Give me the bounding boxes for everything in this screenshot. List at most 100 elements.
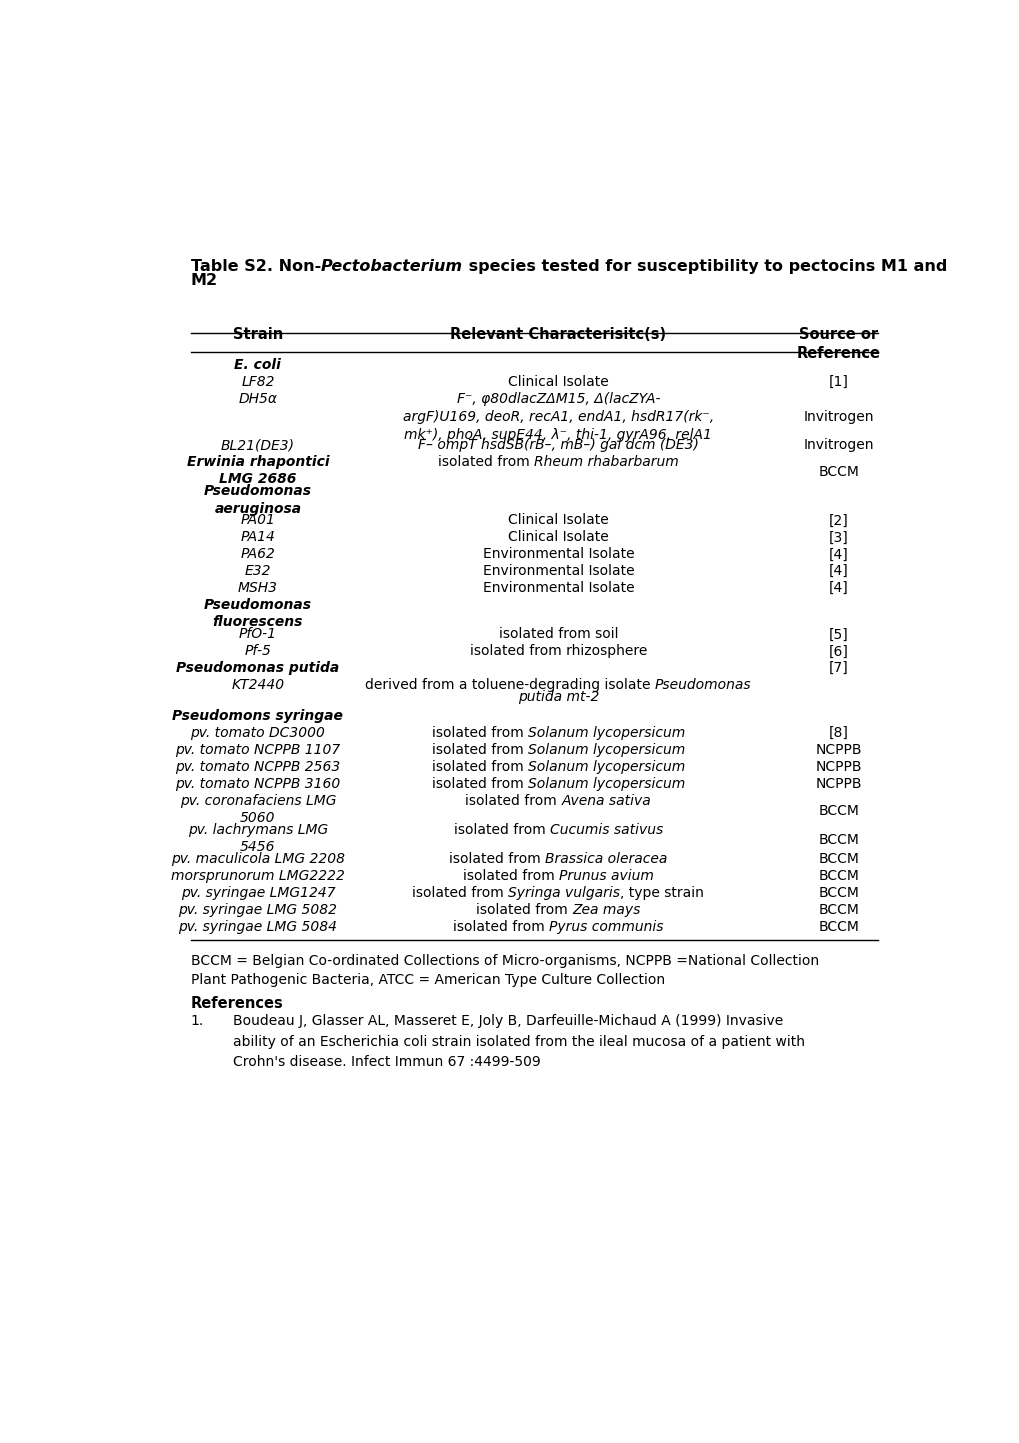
Text: BCCM: BCCM [817, 869, 859, 883]
Text: BCCM: BCCM [817, 833, 859, 847]
Text: PfO-1: PfO-1 [238, 628, 277, 642]
Text: Pseudomonas: Pseudomonas [654, 678, 751, 693]
Text: NCPPB: NCPPB [815, 743, 861, 758]
Text: Erwinia rhapontici
LMG 2686: Erwinia rhapontici LMG 2686 [186, 455, 329, 486]
Text: Solanum lycopersicum: Solanum lycopersicum [527, 743, 685, 758]
Text: [7]: [7] [828, 661, 848, 675]
Text: isolated from: isolated from [453, 823, 549, 837]
Text: Pseudomonas putida: Pseudomonas putida [176, 661, 339, 675]
Text: pv. tomato NCPPB 2563: pv. tomato NCPPB 2563 [175, 760, 340, 773]
Text: Rheum rhabarbarum: Rheum rhabarbarum [534, 455, 678, 469]
Text: isolated from: isolated from [463, 869, 558, 883]
Text: E. coli: E. coli [234, 358, 281, 372]
Text: 1.: 1. [191, 1014, 204, 1027]
Text: Table S2. Non-: Table S2. Non- [191, 260, 321, 274]
Text: pv. lachrymans LMG
5456: pv. lachrymans LMG 5456 [187, 823, 328, 854]
Text: Environmental Isolate: Environmental Isolate [482, 564, 634, 579]
Text: F⁻, φ80dlacZΔM15, Δ(lacZYA-
argF)U169, deoR, recA1, endA1, hsdR17(rk⁻,
mk⁺), pho: F⁻, φ80dlacZΔM15, Δ(lacZYA- argF)U169, d… [403, 392, 713, 442]
Text: [6]: [6] [828, 645, 848, 658]
Text: LF82: LF82 [240, 375, 274, 390]
Text: NCPPB: NCPPB [815, 760, 861, 773]
Text: morsprunorum LMG2222: morsprunorum LMG2222 [171, 869, 344, 883]
Text: Zea mays: Zea mays [572, 903, 640, 918]
Text: Solanum lycopersicum: Solanum lycopersicum [527, 760, 685, 773]
Text: PA01: PA01 [240, 514, 275, 528]
Text: species tested for susceptibility to pectocins M1 and: species tested for susceptibility to pec… [463, 260, 947, 274]
Text: MSH3: MSH3 [237, 582, 277, 596]
Text: isolated from rhizosphere: isolated from rhizosphere [469, 645, 646, 658]
Text: Solanum lycopersicum: Solanum lycopersicum [527, 726, 685, 740]
Text: isolated from soil: isolated from soil [498, 628, 618, 642]
Text: isolated from: isolated from [437, 455, 534, 469]
Text: isolated from: isolated from [431, 760, 527, 773]
Text: Pseudomons syringae: Pseudomons syringae [172, 709, 343, 723]
Text: [8]: [8] [828, 726, 848, 740]
Text: Brassica oleracea: Brassica oleracea [545, 853, 666, 866]
Text: Cucumis sativus: Cucumis sativus [549, 823, 662, 837]
Text: DH5α: DH5α [238, 392, 277, 405]
Text: Invitrogen: Invitrogen [803, 439, 873, 452]
Text: Syringa vulgaris: Syringa vulgaris [507, 886, 620, 900]
Text: F– ompT hsdSB(rB–, mB–) gal dcm (DE3): F– ompT hsdSB(rB–, mB–) gal dcm (DE3) [418, 439, 698, 452]
Text: isolated from: isolated from [431, 726, 527, 740]
Text: [5]: [5] [828, 628, 848, 642]
Text: isolated from: isolated from [448, 853, 545, 866]
Text: [4]: [4] [828, 582, 848, 596]
Text: Clinical Isolate: Clinical Isolate [507, 375, 608, 390]
Text: [4]: [4] [828, 564, 848, 579]
Text: References: References [191, 996, 283, 1012]
Text: Environmental Isolate: Environmental Isolate [482, 547, 634, 561]
Text: Pseudomonas
fluorescens: Pseudomonas fluorescens [204, 599, 312, 629]
Text: pv. maculicola LMG 2208: pv. maculicola LMG 2208 [171, 853, 344, 866]
Text: isolated from: isolated from [452, 921, 548, 934]
Text: PA14: PA14 [240, 531, 275, 544]
Text: Solanum lycopersicum: Solanum lycopersicum [527, 776, 685, 791]
Text: Pseudomonas
aeruginosa: Pseudomonas aeruginosa [204, 485, 312, 515]
Text: BCCM: BCCM [817, 886, 859, 900]
Text: KT2440: KT2440 [231, 678, 284, 693]
Text: BL21(DE3): BL21(DE3) [221, 439, 294, 452]
Text: pv. tomato DC3000: pv. tomato DC3000 [191, 726, 325, 740]
Text: pv. tomato NCPPB 1107: pv. tomato NCPPB 1107 [175, 743, 340, 758]
Text: [3]: [3] [828, 531, 848, 544]
Text: Prunus avium: Prunus avium [558, 869, 653, 883]
Text: M2: M2 [191, 273, 218, 287]
Text: Environmental Isolate: Environmental Isolate [482, 582, 634, 596]
Text: BCCM = Belgian Co-ordinated Collections of Micro-organisms, NCPPB =National Coll: BCCM = Belgian Co-ordinated Collections … [191, 954, 818, 987]
Text: [2]: [2] [828, 514, 848, 528]
Text: pv. syringae LMG 5084: pv. syringae LMG 5084 [178, 921, 337, 934]
Text: isolated from: isolated from [476, 903, 572, 918]
Text: BCCM: BCCM [817, 465, 859, 479]
Text: putida mt-2: putida mt-2 [517, 690, 598, 704]
Text: E32: E32 [245, 564, 271, 579]
Text: [1]: [1] [828, 375, 848, 390]
Text: Pectobacterium: Pectobacterium [321, 260, 463, 274]
Text: Avena sativa: Avena sativa [561, 794, 650, 808]
Text: pv. coronafaciens LMG
5060: pv. coronafaciens LMG 5060 [179, 794, 336, 825]
Text: pv. syringae LMG1247: pv. syringae LMG1247 [180, 886, 335, 900]
Text: PA62: PA62 [240, 547, 275, 561]
Text: Clinical Isolate: Clinical Isolate [507, 514, 608, 528]
Text: isolated from: isolated from [431, 776, 527, 791]
Text: , type strain: , type strain [620, 886, 704, 900]
Text: derived from a toluene-degrading isolate: derived from a toluene-degrading isolate [365, 678, 654, 693]
Text: isolated from: isolated from [465, 794, 561, 808]
Text: Pyrus communis: Pyrus communis [548, 921, 663, 934]
Text: BCCM: BCCM [817, 903, 859, 918]
Text: Boudeau J, Glasser AL, Masseret E, Joly B, Darfeuille-Michaud A (1999) Invasive
: Boudeau J, Glasser AL, Masseret E, Joly … [233, 1014, 805, 1069]
Text: Source or
Reference: Source or Reference [796, 328, 880, 361]
Text: BCCM: BCCM [817, 921, 859, 934]
Text: isolated from: isolated from [431, 743, 527, 758]
Text: pv. tomato NCPPB 3160: pv. tomato NCPPB 3160 [175, 776, 340, 791]
Text: pv. syringae LMG 5082: pv. syringae LMG 5082 [178, 903, 337, 918]
Text: NCPPB: NCPPB [815, 776, 861, 791]
Text: BCCM: BCCM [817, 804, 859, 818]
Text: Clinical Isolate: Clinical Isolate [507, 531, 608, 544]
Text: Pf-5: Pf-5 [245, 645, 271, 658]
Text: [4]: [4] [828, 547, 848, 561]
Text: isolated from: isolated from [412, 886, 507, 900]
Text: BCCM: BCCM [817, 853, 859, 866]
Text: Relevant Characterisitc(s): Relevant Characterisitc(s) [449, 328, 665, 342]
Text: Strain: Strain [232, 328, 283, 342]
Text: Invitrogen: Invitrogen [803, 410, 873, 424]
